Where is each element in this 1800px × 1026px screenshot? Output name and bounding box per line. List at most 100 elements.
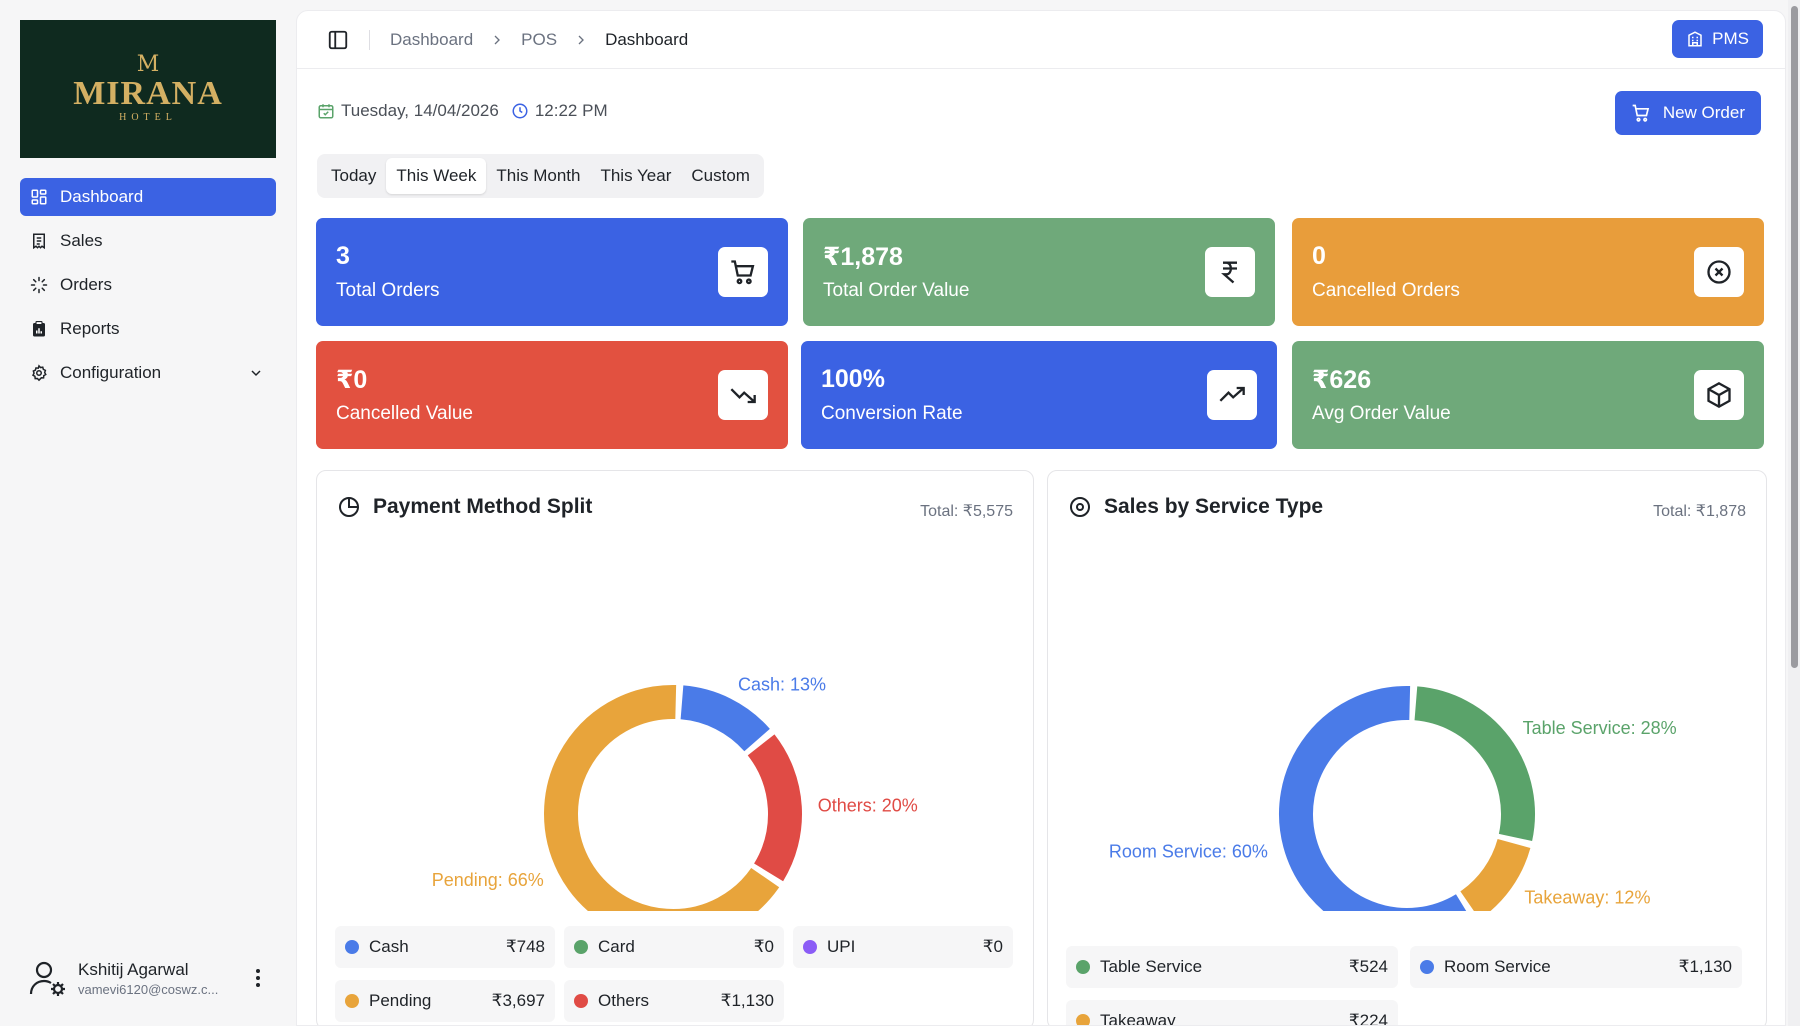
logo-crown: M	[136, 52, 160, 77]
legend-dot	[1076, 1014, 1090, 1025]
legend-item-takeaway[interactable]: Takeaway ₹224	[1066, 1000, 1398, 1026]
donut-slice-room-service[interactable]	[1279, 686, 1467, 911]
legend-item-pending[interactable]: Pending ₹3,697	[335, 980, 555, 1022]
legend-dot	[1076, 960, 1090, 974]
legend-name: Takeaway	[1100, 1011, 1176, 1026]
payment-method-panel: Payment Method Split Total: ₹5,575 Cash:…	[316, 470, 1034, 1025]
legend-value: ₹0	[753, 937, 774, 956]
panel-title: Sales by Service Type	[1104, 495, 1324, 518]
donut-slice-cash[interactable]	[680, 685, 770, 752]
chevron-right-icon	[494, 35, 501, 44]
sidebar-item-label: Orders	[60, 275, 112, 294]
sidebar-item-orders[interactable]: Orders	[20, 266, 276, 304]
gear-icon	[31, 364, 47, 382]
scrollbar[interactable]	[1788, 0, 1800, 1026]
loader-icon	[30, 276, 48, 294]
legend-item-card[interactable]: Card ₹0	[564, 926, 784, 968]
stat-card-cancelled-value[interactable]: ₹0 Cancelled Value	[316, 341, 788, 449]
legend-dot	[803, 940, 817, 954]
breadcrumb-dashboard[interactable]: Dashboard	[390, 29, 474, 49]
stat-label: Cancelled Orders	[1312, 280, 1460, 301]
sidebar-item-reports[interactable]: Reports	[20, 310, 276, 348]
stat-label: Total Order Value	[823, 280, 970, 301]
scrollbar-thumb[interactable]	[1791, 6, 1798, 668]
donut-label-room-service: Room Service: 60%	[1109, 841, 1268, 861]
legend-item-room-service[interactable]: Room Service ₹1,130	[1410, 946, 1742, 988]
legend-value: ₹524	[1348, 957, 1388, 976]
hotel-logo[interactable]: M MIRANA HOTEL	[20, 20, 276, 158]
tab-this-week[interactable]: This Week	[386, 158, 487, 194]
donut-label-pending: Pending: 66%	[432, 870, 544, 890]
stat-card-total-orders[interactable]: 3 Total Orders	[316, 218, 788, 326]
legend-item-upi[interactable]: UPI ₹0	[793, 926, 1013, 968]
donut-slice-takeaway[interactable]	[1459, 838, 1531, 911]
topbar: Dashboard POS Dashboard PMS	[297, 11, 1785, 69]
stat-card-total-order-value[interactable]: ₹1,878 Total Order Value	[803, 218, 1275, 326]
sidebar-item-label: Reports	[60, 319, 120, 338]
trend-down-icon	[730, 388, 756, 404]
receipt-icon	[33, 233, 45, 250]
target-icon	[1070, 497, 1090, 517]
stat-value: 0	[1312, 242, 1326, 270]
legend-dot	[1420, 960, 1434, 974]
legend-value: ₹748	[505, 937, 545, 956]
current-time: 12:22 PM	[534, 101, 608, 120]
donut-slice-others[interactable]	[747, 734, 802, 882]
tab-today[interactable]: Today	[331, 166, 377, 185]
clipboard-icon	[33, 320, 45, 337]
x-circle-icon	[1707, 260, 1731, 284]
stat-label: Conversion Rate	[821, 403, 963, 424]
cart-icon	[1632, 104, 1649, 122]
cart-icon	[731, 260, 755, 285]
breadcrumb-pos[interactable]: POS	[521, 29, 558, 49]
legend-value: ₹1,130	[1678, 957, 1732, 976]
stat-label: Total Orders	[336, 280, 440, 301]
sidebar-item-sales[interactable]: Sales	[20, 222, 276, 260]
donut-label-cash: Cash: 13%	[738, 674, 826, 694]
sidebar-item-configuration[interactable]: Configuration	[20, 354, 276, 392]
service-donut-chart: Table Service: 28% Takeaway: 12% Room Serv…	[1109, 686, 1677, 911]
grid-icon	[31, 189, 47, 205]
panel-title: Payment Method Split	[373, 495, 593, 518]
legend-value: ₹224	[1348, 1011, 1388, 1026]
legend-name: Cash	[369, 937, 409, 956]
stat-label: Cancelled Value	[336, 403, 473, 424]
breadcrumb: Dashboard POS Dashboard	[390, 30, 688, 50]
box-icon	[1707, 381, 1731, 409]
chevron-down-icon[interactable]	[248, 365, 264, 381]
tab-custom[interactable]: Custom	[691, 166, 750, 185]
stat-value: 3	[336, 242, 350, 270]
legend-value: ₹3,697	[491, 991, 545, 1010]
sidebar-nav: Dashboard Sales Orders Reports Configura…	[20, 178, 276, 398]
donut-label-table-service: Table Service: 28%	[1523, 718, 1677, 738]
logo-name: MIRANA	[73, 75, 223, 112]
tab-this-month[interactable]: This Month	[496, 166, 581, 185]
legend-name: Table Service	[1100, 957, 1203, 976]
legend-item-others[interactable]: Others ₹1,130	[564, 980, 784, 1022]
pms-button[interactable]: PMS	[1672, 20, 1763, 58]
panel-total: Total: ₹1,878	[1653, 503, 1746, 520]
donut-slice-table-service[interactable]	[1414, 686, 1535, 842]
stat-value: ₹0	[336, 366, 368, 394]
donut-slice-pending[interactable]	[544, 685, 780, 911]
current-date: Tuesday, 14/04/2026	[341, 101, 499, 120]
stat-card-conversion-rate[interactable]: 100% Conversion Rate	[801, 341, 1277, 449]
stat-card-avg-order-value[interactable]: ₹626 Avg Order Value	[1292, 341, 1764, 449]
legend-name: Card	[598, 937, 635, 956]
legend-item-table-service[interactable]: Table Service ₹524	[1066, 946, 1398, 988]
stat-value: ₹1,878	[823, 243, 903, 271]
new-order-button[interactable]: New Order	[1614, 91, 1761, 135]
date-time-row: Tuesday, 14/04/2026 12:22 PM	[317, 101, 608, 121]
more-vertical-icon[interactable]	[248, 966, 268, 990]
clock-icon	[512, 103, 528, 119]
user-profile[interactable]: Kshitij Agarwal vamevi6120@coswz.c...	[28, 954, 278, 1002]
legend-dot	[345, 994, 359, 1008]
main-panel: Dashboard POS Dashboard PMS Tuesday, 14/…	[296, 10, 1786, 1026]
tab-this-year[interactable]: This Year	[600, 166, 672, 185]
stat-card-cancelled-orders[interactable]: 0 Cancelled Orders	[1292, 218, 1764, 326]
sidebar-item-dashboard[interactable]: Dashboard	[20, 178, 276, 216]
legend-name: Others	[598, 991, 650, 1010]
legend-item-cash[interactable]: Cash ₹748	[335, 926, 555, 968]
sidebar-toggle-icon[interactable]	[327, 29, 349, 51]
legend-dot	[574, 940, 588, 954]
